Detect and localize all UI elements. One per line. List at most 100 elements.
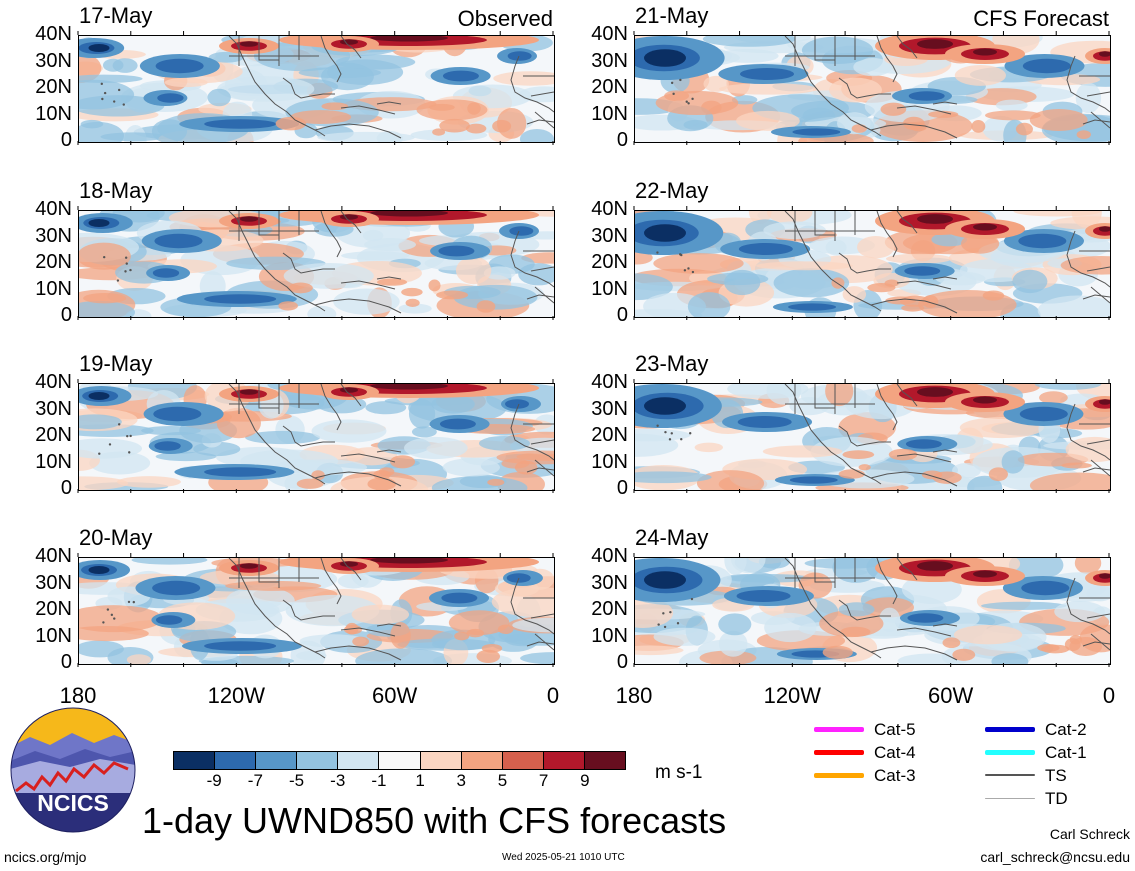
latitude-label: 20N (591, 251, 628, 273)
latitude-label: 20N (591, 424, 628, 446)
panel-date-label: 23-May (635, 351, 709, 376)
latitude-label: 10N (591, 624, 628, 647)
legend-label: Cat-5 (874, 720, 916, 739)
latitude-label: 0 (60, 304, 72, 326)
latitude-label: 30N (35, 49, 72, 72)
legend-line-td (985, 797, 1035, 799)
colorbar-swatch (584, 752, 626, 769)
colorbar-swatch (379, 752, 421, 769)
colorbar-tick-label: -5 (288, 771, 305, 790)
colorbar-tick-label: 3 (456, 771, 466, 790)
longitude-label: 60W (372, 683, 418, 708)
latitude-label: 20N (35, 598, 72, 620)
colorbar-tick-label: -3 (330, 771, 346, 790)
map-ticks (633, 206, 1110, 320)
map-ticks (633, 379, 1110, 493)
wind-anomaly-map (634, 210, 1111, 318)
longitude-label: 120W (763, 683, 822, 708)
longitude-label: 120W (207, 683, 266, 708)
wind-anomaly-map (634, 383, 1111, 491)
panel-date-label: 21-May (635, 3, 709, 28)
wind-anomaly-map (634, 35, 1111, 143)
latitude-label: 20N (591, 598, 628, 620)
latitude-label: 40N (35, 545, 72, 567)
legend-line-cat-3 (814, 772, 864, 778)
latitude-label: 0 (616, 477, 628, 499)
colorbar-swatch (420, 752, 462, 769)
wind-anomaly-map (634, 557, 1111, 665)
latitude-label: 10N (35, 450, 72, 473)
panel-date-label: 17-May (79, 3, 153, 28)
footer-email[interactable]: carl_schreck@ncsu.edu (980, 849, 1130, 865)
footer-author: Carl Schreck (1049, 826, 1130, 842)
latitude-label: 40N (35, 198, 72, 220)
legend-label: Cat-2 (1045, 720, 1087, 739)
colorbar-swatch (297, 752, 339, 769)
legend-label: Cat-3 (874, 766, 916, 785)
legend-label: TS (1045, 766, 1067, 785)
wind-anomaly-map (78, 210, 555, 318)
latitude-label: 40N (35, 23, 72, 45)
panel-tag-label: Observed (457, 6, 553, 31)
latitude-label: 30N (591, 49, 628, 72)
legend-label: Cat-1 (1045, 743, 1087, 762)
wind-anomaly-map (78, 35, 555, 143)
latitude-label: 0 (616, 304, 628, 326)
map-ticks (633, 31, 1110, 145)
logo-text: NCICS (37, 790, 109, 816)
legend-label: Cat-4 (874, 743, 916, 762)
latitude-label: 10N (591, 450, 628, 473)
panel-tag-label: CFS Forecast (973, 6, 1109, 31)
map-ticks (77, 31, 554, 145)
latitude-label: 20N (591, 76, 628, 98)
legend-line-ts (985, 774, 1035, 776)
legend-line-cat-5 (814, 726, 864, 732)
longitude-label: 0 (546, 683, 560, 708)
latitude-label: 20N (35, 251, 72, 273)
footer-url[interactable]: ncics.org/mjo (4, 849, 87, 865)
panel-date-label: 20-May (79, 525, 153, 550)
colorbar-swatch (215, 752, 257, 769)
latitude-label: 40N (591, 198, 628, 220)
colorbar-swatch (461, 752, 503, 769)
latitude-label: 40N (591, 371, 628, 393)
colorbar-tick-label: -9 (206, 771, 222, 790)
latitude-label: 40N (591, 545, 628, 567)
longitude-label: 180 (59, 683, 97, 708)
latitude-label: 10N (35, 277, 72, 300)
colorbar-swatch (256, 752, 298, 769)
latitude-label: 10N (591, 102, 628, 125)
legend-line-cat-2 (985, 726, 1035, 732)
colorbar-tick-label: 1 (415, 771, 425, 790)
colorbar-swatch (543, 752, 585, 769)
longitude-label: 60W (928, 683, 974, 708)
latitude-label: 30N (35, 397, 72, 420)
colorbar-units: m s-1 (655, 762, 703, 783)
colorbar (173, 751, 626, 770)
colorbar-tick-label: 9 (580, 771, 590, 790)
latitude-label: 10N (591, 277, 628, 300)
latitude-label: 30N (591, 397, 628, 420)
figure-title: 1-day UWND850 with CFS forecasts (142, 800, 727, 841)
latitude-label: 0 (616, 129, 628, 151)
latitude-label: 30N (591, 224, 628, 247)
colorbar-tick-label: 7 (538, 771, 549, 790)
map-ticks (77, 206, 554, 320)
footer-timestamp: Wed 2025-05-21 1010 UTC (502, 852, 625, 863)
panel-date-label: 18-May (79, 178, 153, 203)
legend-line-cat-4 (814, 749, 864, 755)
longitude-label: 180 (615, 683, 653, 708)
latitude-label: 10N (35, 624, 72, 647)
latitude-label: 10N (35, 102, 72, 125)
latitude-label: 0 (616, 651, 628, 673)
legend-line-cat-1 (985, 749, 1035, 755)
latitude-label: 0 (60, 651, 72, 673)
map-ticks (633, 553, 1110, 667)
latitude-label: 30N (35, 224, 72, 247)
latitude-label: 20N (35, 76, 72, 98)
latitude-label: 30N (35, 571, 72, 594)
latitude-label: 0 (60, 129, 72, 151)
latitude-label: 30N (591, 571, 628, 594)
colorbar-swatch (338, 752, 380, 769)
longitude-label: 0 (1102, 683, 1116, 708)
